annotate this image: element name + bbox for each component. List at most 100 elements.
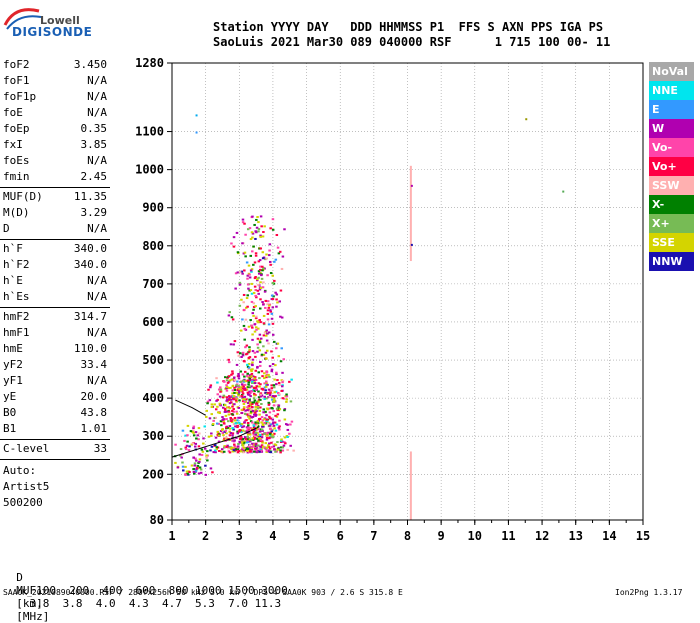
param-value: N/A: [87, 222, 107, 235]
echo-point: [229, 418, 233, 421]
echo-point: [235, 400, 238, 403]
param-name: hmE: [3, 342, 23, 355]
echo-point: [192, 426, 195, 429]
echo-point: [264, 306, 267, 309]
echo-point: [275, 415, 279, 418]
param-name: foF1p: [3, 90, 37, 103]
echo-point: [261, 440, 264, 443]
echo-point: [259, 448, 262, 451]
echo-point: [229, 398, 233, 401]
echo-point: [213, 449, 217, 452]
echo-point: [198, 460, 201, 463]
echo-point: [241, 397, 245, 400]
echo-point: [204, 473, 208, 476]
legend-item-xminus: X-: [649, 195, 694, 214]
echo-point: [257, 435, 260, 438]
echo-point: [257, 283, 260, 286]
echo-point: [193, 462, 197, 465]
echo-point: [251, 232, 255, 235]
separator: [0, 187, 110, 188]
echo-point: [233, 416, 237, 419]
echo-point: [265, 253, 268, 256]
echo-point: [210, 432, 213, 435]
echo-point: [221, 451, 225, 454]
echo-point: [256, 278, 259, 281]
echo-point: [252, 431, 256, 434]
echo-point: [275, 298, 278, 301]
echo-point: [250, 268, 254, 271]
echo-point: [227, 420, 230, 423]
echo-point: [286, 423, 289, 426]
echo-point: [272, 445, 276, 448]
param-row-foe: foE N/A: [3, 106, 107, 122]
echo-point: [267, 403, 271, 406]
echo-point: [252, 305, 256, 308]
echo-point: [268, 254, 271, 257]
param-row-mufd: MUF(D) 11.35: [3, 190, 107, 206]
echo-point: [274, 364, 277, 367]
echo-point: [250, 385, 253, 388]
echo-point: [262, 334, 266, 337]
echo-point: [226, 376, 229, 379]
echo-point: [268, 411, 272, 414]
echo-point: [234, 449, 238, 452]
echo-point: [272, 295, 275, 298]
echo-point: [249, 410, 253, 413]
param-row-hme: hmE 110.0: [3, 342, 107, 358]
echo-point: [249, 269, 253, 272]
param-name: MUF(D): [3, 190, 43, 203]
echo-point: [230, 242, 233, 245]
echo-point: [241, 444, 245, 447]
echo-point: [243, 406, 246, 409]
echo-point: [258, 418, 261, 421]
echo-point: [198, 432, 201, 435]
echo-point: [237, 372, 240, 375]
x-tick-label: 11: [501, 529, 515, 543]
echo-point: [248, 444, 252, 447]
echo-point: [258, 333, 262, 336]
echo-point: [263, 372, 266, 375]
echo-point: [260, 444, 264, 447]
echo-point: [228, 430, 231, 433]
echo-point: [197, 438, 200, 441]
echo-point: [262, 314, 266, 317]
echo-point: [234, 396, 238, 399]
echo-point: [194, 442, 198, 445]
echo-point: [263, 386, 267, 389]
echo-point: [258, 288, 262, 291]
echo-point: [209, 384, 213, 387]
echo-point: [251, 446, 254, 449]
echo-point: [271, 363, 275, 366]
echo-point: [222, 450, 226, 453]
echo-point: [182, 469, 185, 472]
echo-point: [256, 343, 259, 346]
echo-point: [195, 459, 198, 462]
echo-point: [262, 322, 266, 325]
echo-point: [267, 450, 270, 453]
echo-point: [252, 308, 255, 311]
legend-item-ssw: SSW: [649, 176, 694, 195]
echo-point: [271, 422, 275, 425]
echo-point: [257, 270, 261, 273]
echo-point: [254, 414, 257, 417]
echo-point: [247, 433, 250, 436]
param-row-hmf2: hmF2 314.7: [3, 310, 107, 326]
footer-version: Ion2Png 1.3.17: [615, 588, 683, 597]
echo-point: [288, 432, 291, 435]
echo-point: [266, 422, 270, 425]
echo-point: [269, 423, 273, 426]
echo-point: [246, 372, 249, 375]
echo-point: [257, 437, 261, 440]
echo-point: [246, 406, 249, 409]
echo-point: [239, 437, 243, 440]
echo-point: [265, 446, 269, 449]
echo-point: [253, 330, 257, 333]
echo-point: [268, 243, 272, 246]
echo-point: [254, 369, 258, 372]
echo-point: [249, 420, 253, 423]
y-tick-label: 300: [142, 429, 164, 443]
echo-point: [250, 231, 254, 234]
param-row-ye: yE 20.0: [3, 390, 107, 406]
echo-point: [259, 281, 262, 284]
echo-point: [251, 326, 254, 329]
